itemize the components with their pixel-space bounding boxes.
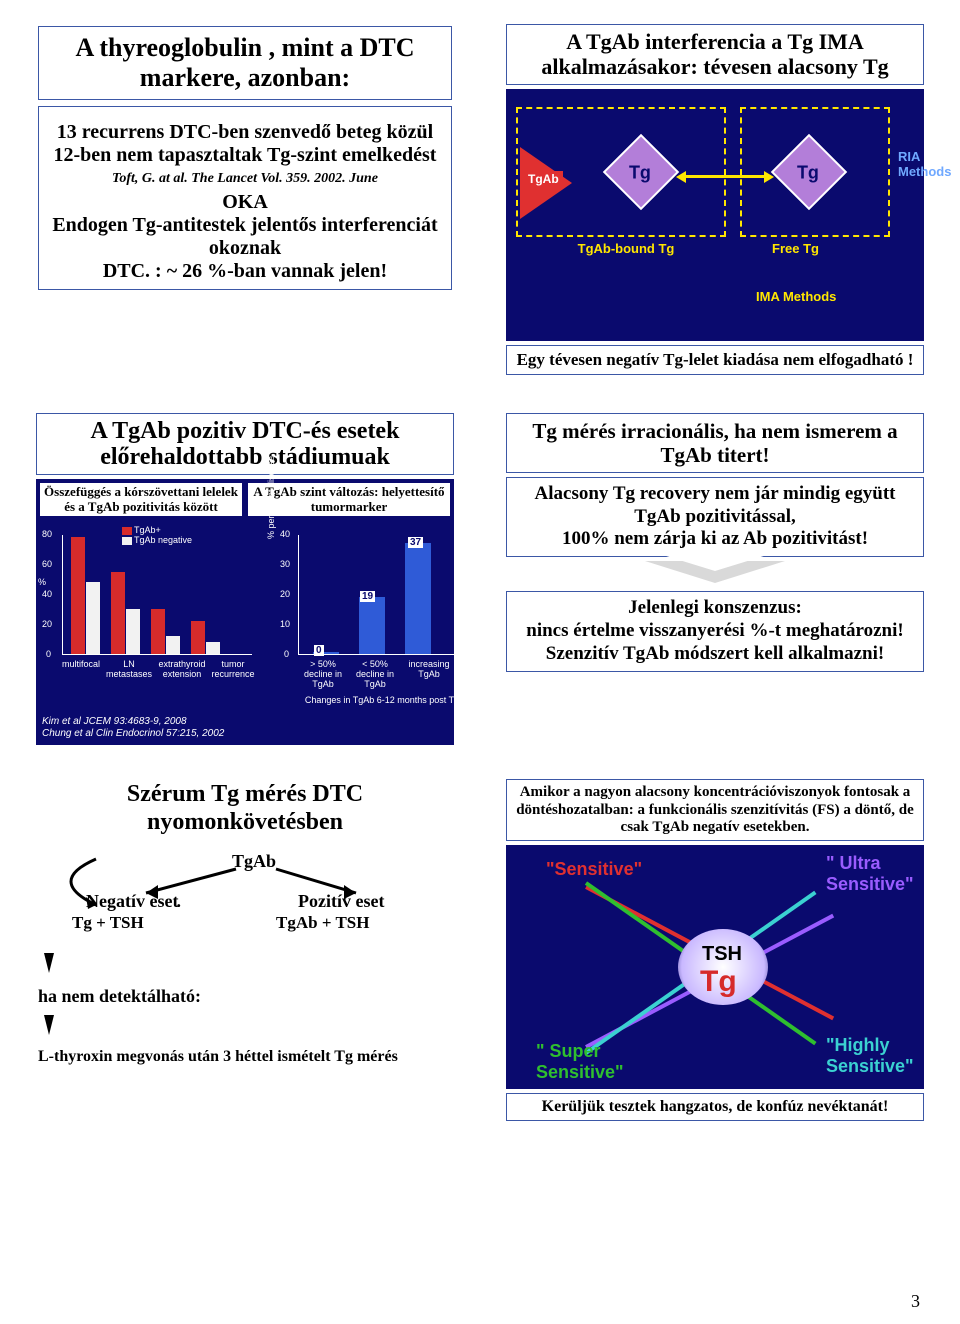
p6-footer: Kerüljük tesztek hangzatos, de konfúz ne… — [506, 1093, 924, 1121]
down-arrow-icon — [500, 561, 930, 587]
p5-cond: ha nem detektálható: — [38, 986, 452, 1007]
bar — [166, 636, 180, 654]
ima-label: IMA Methods — [756, 289, 836, 304]
p1-jelen1: Endogen Tg-antitestek jelentős interfere… — [49, 214, 441, 260]
p1-oka: OKA — [49, 191, 441, 214]
neg-case: Negatív eset. — [86, 891, 183, 912]
p3-title: A TgAb pozitiv DTC-és esetek előrehaldot… — [43, 418, 447, 471]
center-bubble: TSH Tg — [678, 929, 768, 1005]
p4-title: Tg mérés irracionális, ha nem ismerem a … — [515, 419, 915, 467]
p1-sub: 13 recurrens DTC-ben szenvedő beteg közü… — [49, 121, 441, 167]
p5-bottom: L-thyroxin megvonás után 3 héttel isméte… — [38, 1048, 452, 1066]
bar — [71, 537, 85, 654]
bar — [111, 572, 125, 655]
p2-footer: Egy tévesen negatív Tg-lelet kiadása nem… — [506, 345, 924, 375]
p3-title-box: A TgAb pozitiv DTC-és esetek előrehaldot… — [36, 413, 454, 476]
p4-consensus-box: Jelenlegi konszenzus: nincs értelme viss… — [506, 591, 924, 671]
bar — [359, 597, 385, 654]
tgab-label: TgAb — [524, 171, 563, 187]
bar — [126, 609, 140, 654]
cite2: Chung et al Clin Endocrinol 57:215, 2002 — [42, 728, 224, 739]
p2-header: A TgAb interferencia a Tg IMA alkalmazás… — [506, 24, 924, 85]
p3-sub-right: A TgAb szint változás: helyettesítő tumo… — [248, 483, 450, 516]
arrow-down-icon — [30, 1013, 460, 1042]
p1-title-box: A thyreoglobulin , mint a DTC markere, a… — [38, 26, 452, 100]
lbl-ultra: " Ultra Sensitive" — [826, 853, 936, 895]
p2-diagram: TgAb Tg Tg TgAb-bound Tg Free Tg RIA Met… — [506, 89, 924, 341]
panel-tg-marker: A thyreoglobulin , mint a DTC markere, a… — [30, 20, 460, 379]
p4-recovery-box: Alacsony Tg recovery nem jár mindig együ… — [506, 477, 924, 557]
panel-functional-sensitivity: Amikor a nagyon alacsony koncentrációvis… — [500, 775, 930, 1125]
bar — [151, 609, 165, 654]
ria-label: RIA Methods — [898, 149, 958, 179]
bound-label: TgAb-bound Tg — [576, 241, 676, 256]
p1-title: A thyreoglobulin , mint a DTC markere, a… — [49, 33, 441, 93]
panel-tgab-positive-stages: A TgAb pozitiv DTC-és esetek előrehaldot… — [30, 409, 460, 746]
pos-case: Pozitív eset — [298, 891, 384, 912]
bar — [206, 642, 220, 654]
p5-title: Szérum Tg mérés DTC nyomonkövetésben — [36, 781, 454, 836]
p3-subheads: Összefüggés a kórszövettani lelelek és a… — [40, 483, 450, 516]
p1-body-box: 13 recurrens DTC-ben szenvedő beteg közü… — [38, 106, 452, 290]
p6-diagram: TSH Tg "Sensitive" " Ultra Sensitive" " … — [506, 845, 924, 1089]
pos-sub: TgAb + TSH — [276, 913, 369, 933]
panel-tg-irrational: Tg mérés irracionális, ha nem ismerem a … — [500, 409, 930, 746]
free-label: Free Tg — [772, 241, 819, 256]
bar — [405, 543, 431, 654]
p5-tree: TgAb Negatív eset. Pozitív eset Tg + TSH… — [36, 851, 454, 941]
p3-body: Összefüggés a kórszövettani lelelek és a… — [36, 479, 454, 745]
panel-serum-tg-followup: Szérum Tg mérés DTC nyomonkövetésben TgA… — [30, 775, 460, 1125]
p1-ref: Toft, G. at al. The Lancet Vol. 359. 200… — [49, 171, 441, 187]
cite1: Kim et al JCEM 93:4683-9, 2008 — [42, 716, 187, 727]
p3-sub-left: Összefüggés a kórszövettani lelelek és a… — [40, 483, 242, 516]
bar — [191, 621, 205, 654]
equilibrium-arrow-icon — [684, 175, 766, 178]
p4-title-box: Tg mérés irracionális, ha nem ismerem a … — [506, 413, 924, 473]
page-number: 3 — [911, 1291, 920, 1312]
y-unit: % — [38, 577, 46, 587]
p6-header: Amikor a nagyon alacsony koncentrációvis… — [506, 779, 924, 841]
panel-tgab-interference: A TgAb interferencia a Tg IMA alkalmazás… — [500, 20, 930, 379]
arrow-down-icon — [30, 951, 460, 980]
lbl-super: " Super Sensitive" — [536, 1041, 646, 1083]
neg-sub: Tg + TSH — [72, 913, 144, 933]
p1-jelen2: DTC. : ~ 26 %-ban vannak jelen! — [49, 260, 441, 283]
lbl-sensitive: "Sensitive" — [546, 859, 642, 880]
lbl-highly: "Highly Sensitive" — [826, 1035, 936, 1077]
bar — [86, 582, 100, 654]
